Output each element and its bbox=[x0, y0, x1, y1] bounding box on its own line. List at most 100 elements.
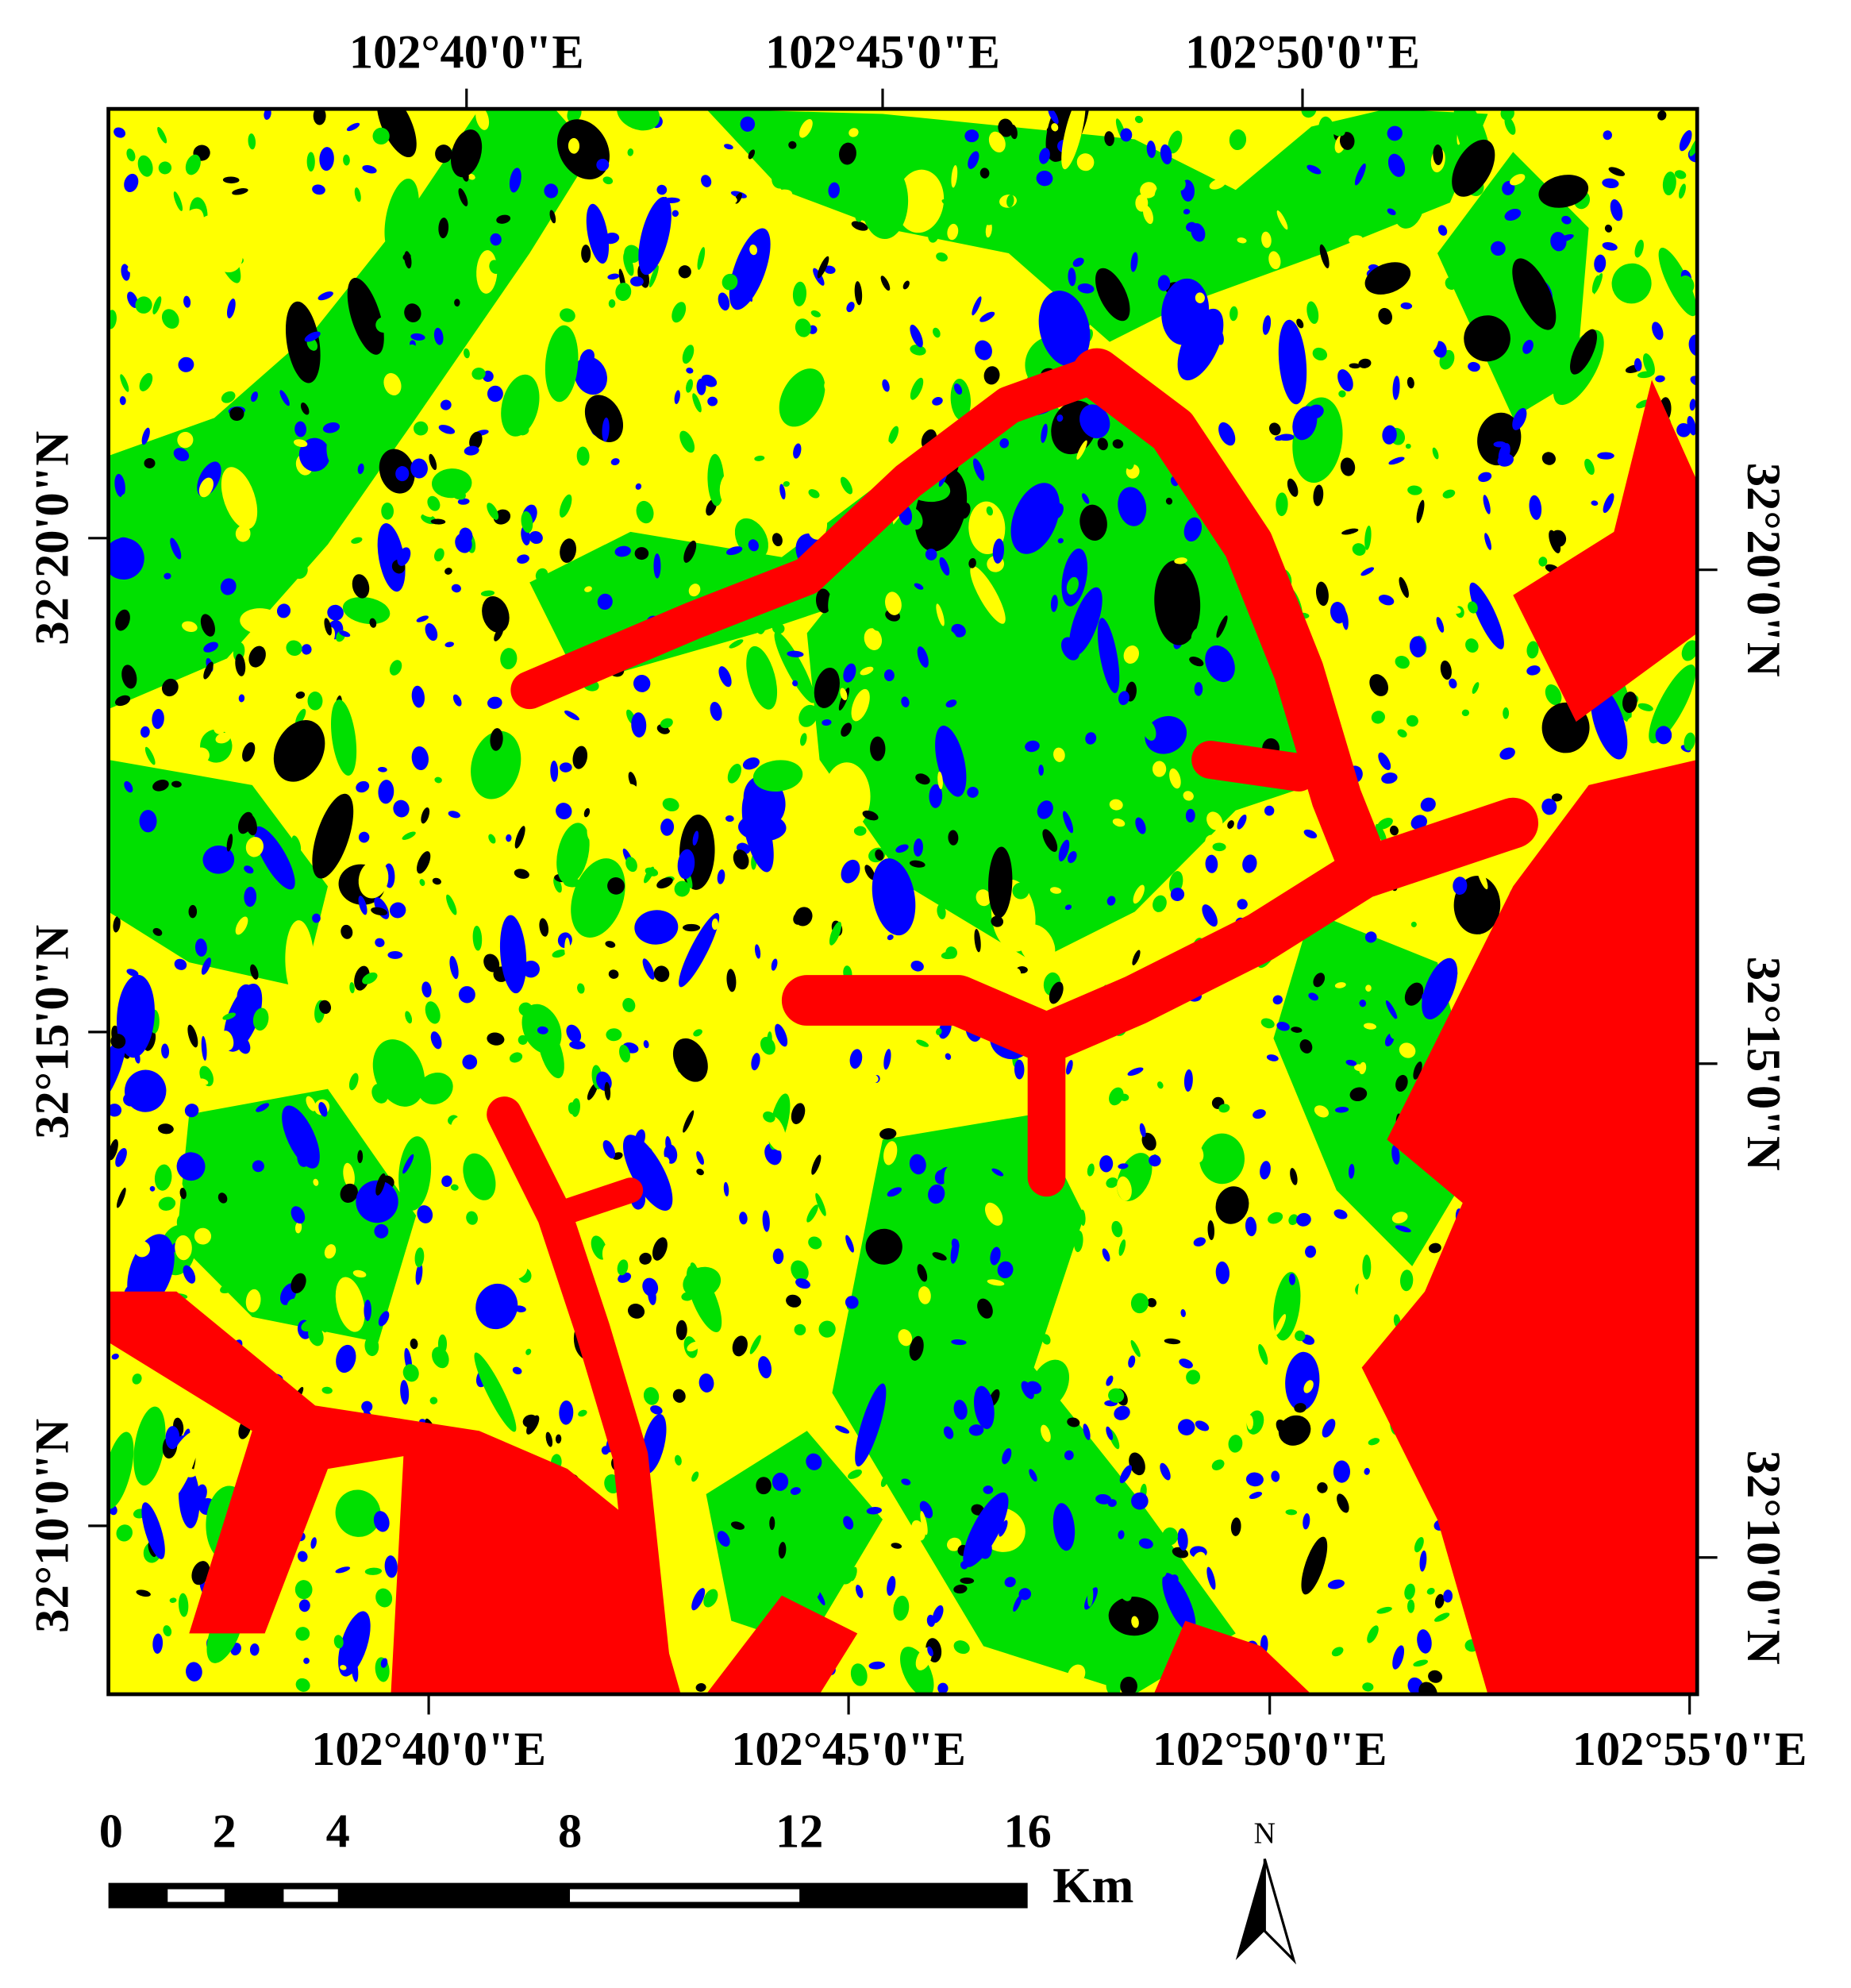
texture-spot bbox=[1522, 340, 1534, 354]
texture-spot bbox=[1095, 1493, 1112, 1504]
texture-spot bbox=[576, 446, 590, 466]
texture-spot bbox=[214, 722, 226, 734]
texture-spot bbox=[1042, 829, 1058, 852]
texture-spot bbox=[967, 787, 979, 798]
texture-spot bbox=[1681, 640, 1698, 661]
texture-spot bbox=[1445, 276, 1457, 291]
texture-spot bbox=[202, 845, 235, 874]
texture-spot bbox=[687, 1400, 706, 1415]
texture-spot bbox=[568, 137, 580, 154]
texture-spot bbox=[1191, 1551, 1206, 1572]
texture-spot bbox=[564, 937, 571, 960]
texture-spot bbox=[1041, 1334, 1051, 1345]
texture-spot bbox=[352, 574, 370, 599]
texture-spot bbox=[723, 1181, 729, 1196]
texture-spot bbox=[1477, 412, 1522, 466]
texture-spot bbox=[1276, 1022, 1290, 1031]
texture-spot bbox=[499, 915, 527, 994]
texture-spot bbox=[139, 810, 157, 833]
texture-spot bbox=[1029, 1469, 1037, 1482]
texture-spot bbox=[909, 1154, 926, 1175]
texture-spot bbox=[1312, 347, 1328, 361]
scale-label: 2 bbox=[213, 1805, 237, 1858]
texture-spot bbox=[901, 696, 910, 707]
texture-spot bbox=[1378, 752, 1391, 770]
texture-spot bbox=[1245, 295, 1258, 310]
texture-spot bbox=[414, 1247, 425, 1268]
texture-spot bbox=[1137, 221, 1154, 243]
texture-spot bbox=[999, 1520, 1008, 1537]
texture-spot bbox=[1504, 208, 1522, 221]
texture-spot bbox=[1341, 610, 1349, 630]
texture-spot bbox=[1469, 582, 1504, 649]
scale-segment bbox=[108, 1882, 1028, 1909]
texture-spot bbox=[387, 950, 403, 959]
texture-spot bbox=[586, 203, 610, 264]
texture-spot bbox=[1266, 1054, 1279, 1061]
texture-spot bbox=[1183, 517, 1203, 542]
texture-spot bbox=[1141, 1132, 1156, 1151]
red-channel bbox=[781, 797, 1539, 1064]
texture-spot bbox=[1246, 1415, 1253, 1430]
texture-spot bbox=[1097, 618, 1120, 694]
texture-spot bbox=[203, 661, 214, 680]
texture-spot bbox=[985, 1344, 995, 1354]
texture-spot bbox=[809, 1585, 821, 1600]
texture-spot bbox=[1109, 1087, 1124, 1106]
texture-spot bbox=[638, 197, 672, 275]
texture-spot bbox=[1051, 503, 1064, 519]
texture-spot bbox=[549, 210, 556, 224]
texture-spot bbox=[152, 927, 163, 936]
texture-spot bbox=[419, 879, 425, 886]
north-label: N bbox=[1254, 1817, 1276, 1850]
texture-spot bbox=[152, 780, 169, 792]
texture-spot bbox=[1299, 1039, 1313, 1054]
texture-spot bbox=[966, 1669, 972, 1680]
texture-spot bbox=[1067, 1664, 1086, 1686]
texture-spot bbox=[286, 640, 302, 657]
texture-spot bbox=[1068, 268, 1076, 287]
texture-spot bbox=[389, 902, 406, 919]
texture-spot bbox=[1349, 1087, 1368, 1102]
texture-spot bbox=[1348, 1598, 1357, 1612]
texture-spot bbox=[1349, 235, 1364, 245]
texture-spot bbox=[179, 1188, 187, 1200]
texture-spot bbox=[1180, 1309, 1186, 1318]
texture-spot bbox=[932, 1605, 944, 1624]
texture-spot bbox=[1260, 1018, 1275, 1029]
texture-spot bbox=[862, 810, 879, 821]
texture-spot bbox=[1392, 376, 1400, 400]
texture-spot bbox=[880, 1475, 888, 1488]
texture-spot bbox=[698, 1373, 714, 1393]
texture-spot bbox=[464, 348, 470, 359]
texture-spot bbox=[1074, 1231, 1083, 1253]
texture-spot bbox=[790, 1487, 801, 1495]
texture-spot bbox=[1149, 522, 1160, 537]
texture-spot bbox=[974, 929, 981, 953]
texture-spot bbox=[1131, 1616, 1139, 1628]
texture-spot bbox=[991, 1168, 1004, 1177]
texture-spot bbox=[772, 168, 790, 189]
texture-spot bbox=[336, 1344, 356, 1373]
texture-spot bbox=[452, 694, 462, 707]
texture-spot bbox=[608, 1274, 617, 1292]
texture-spot bbox=[1479, 707, 1492, 722]
texture-spot bbox=[764, 1115, 787, 1151]
texture-spot bbox=[310, 1537, 317, 1549]
texture-spot bbox=[294, 421, 307, 437]
texture-spot bbox=[1296, 318, 1304, 329]
texture-spot bbox=[383, 372, 402, 396]
texture-spot bbox=[114, 127, 126, 138]
texture-spot bbox=[928, 1184, 945, 1204]
texture-spot bbox=[410, 1338, 418, 1350]
texture-spot bbox=[295, 708, 306, 726]
texture-spot bbox=[1006, 195, 1014, 208]
texture-spot bbox=[251, 391, 258, 403]
texture-spot bbox=[1261, 1144, 1268, 1165]
texture-spot bbox=[771, 958, 778, 971]
scale-bar: 0 2 4 8 12 16 Km bbox=[99, 1805, 1134, 1913]
texture-spot bbox=[343, 1162, 355, 1189]
texture-spot bbox=[1104, 131, 1114, 147]
texture-spot bbox=[1033, 892, 1048, 911]
texture-spot bbox=[427, 378, 434, 393]
